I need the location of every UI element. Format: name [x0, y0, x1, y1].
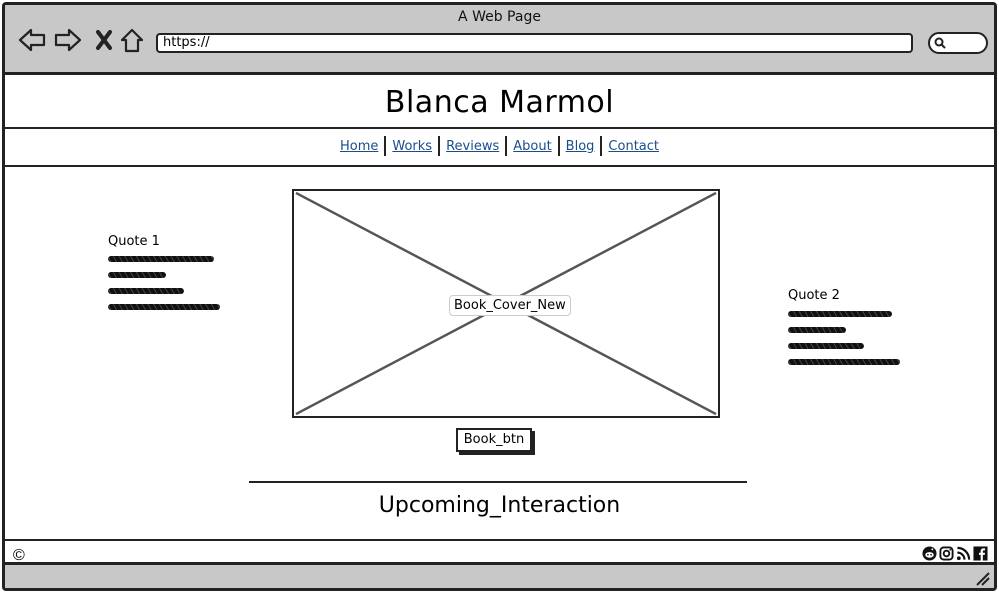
quote-1-text: [108, 256, 214, 262]
book-button[interactable]: Book_btn: [456, 428, 532, 452]
stop-button[interactable]: [89, 25, 119, 55]
social-links: [922, 546, 988, 561]
book-cover-image-label: Book_Cover_New: [449, 295, 571, 316]
rss-icon[interactable]: [956, 546, 971, 561]
nav-separator: [557, 136, 560, 156]
quote-2-text: [788, 343, 864, 349]
divider-footer: [5, 539, 994, 541]
quote-1-title: Quote 1: [108, 234, 160, 249]
quote-2-text: [788, 327, 846, 333]
home-button[interactable]: [117, 25, 147, 55]
quote-2-text: [788, 359, 900, 365]
divider-top: [5, 127, 994, 129]
main-navigation: Home Works Reviews About Blog Contact: [5, 136, 994, 156]
site-title: Blanca Marmol: [384, 85, 615, 120]
browser-search-input[interactable]: [928, 32, 988, 54]
home-icon: [120, 28, 144, 53]
nav-link-works[interactable]: Works: [392, 138, 433, 154]
quote-1-text: [108, 288, 184, 294]
facebook-icon[interactable]: [973, 546, 988, 561]
copyright-symbol: ©: [13, 547, 25, 564]
search-icon: [934, 37, 946, 49]
close-x-icon: [96, 30, 112, 50]
window-title: A Web Page: [458, 9, 541, 25]
quote-1-text: [108, 304, 220, 310]
quote-2-text: [788, 311, 892, 317]
nav-separator: [505, 136, 508, 156]
quote-1-text: [108, 272, 166, 278]
back-arrow-icon: [18, 28, 46, 52]
section-title: Upcoming_Interaction: [378, 493, 621, 518]
nav-link-home[interactable]: Home: [339, 138, 379, 154]
nav-link-reviews[interactable]: Reviews: [446, 138, 500, 154]
quote-2-title: Quote 2: [788, 288, 840, 303]
nav-separator: [438, 136, 441, 156]
resize-handle-icon[interactable]: [974, 570, 990, 586]
divider-nav: [5, 165, 994, 167]
nav-link-blog[interactable]: Blog: [565, 138, 595, 154]
forward-button[interactable]: [53, 25, 83, 55]
divider-section: [249, 481, 747, 483]
url-input[interactable]: https://: [156, 33, 913, 53]
forward-arrow-icon: [54, 28, 82, 52]
nav-link-about[interactable]: About: [513, 138, 552, 154]
nav-link-contact[interactable]: Contact: [608, 138, 659, 154]
nav-separator: [600, 136, 603, 156]
browser-chrome: A Web Page https://: [5, 5, 994, 75]
reddit-icon[interactable]: [922, 546, 937, 561]
nav-separator: [384, 136, 387, 156]
browser-status-bar: [5, 562, 994, 588]
instagram-icon[interactable]: [939, 546, 954, 561]
back-button[interactable]: [17, 25, 47, 55]
